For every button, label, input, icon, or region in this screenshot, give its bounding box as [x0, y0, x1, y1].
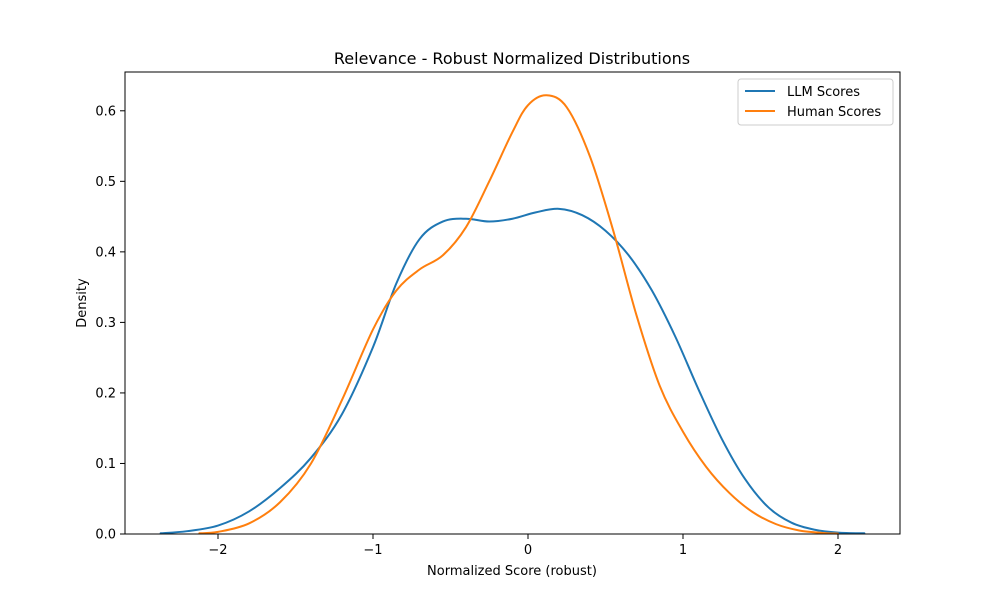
plot-frame — [124, 71, 901, 535]
x-tick-label: 0 — [524, 543, 532, 558]
y-tick-label: 0.6 — [95, 104, 116, 119]
x-axis: −2 −1 0 1 2 — [208, 534, 842, 558]
y-tick-label: 0.4 — [95, 245, 116, 260]
series-line-human-scores — [198, 94, 839, 535]
series-layer — [159, 94, 866, 535]
x-tick-label: 2 — [834, 543, 842, 558]
legend-label-llm-scores: LLM Scores — [787, 85, 860, 100]
plot-area — [124, 71, 901, 535]
series-line-llm-scores — [159, 207, 866, 535]
y-tick-label: 0.3 — [95, 316, 116, 331]
x-axis-label: Normalized Score (robust) — [427, 564, 597, 579]
y-tick-label: 0.1 — [95, 457, 116, 472]
y-axis-label: Density — [75, 278, 90, 328]
x-tick-label: 1 — [679, 543, 687, 558]
legend: LLM Scores Human Scores — [737, 78, 894, 126]
x-tick-label: −2 — [208, 543, 227, 558]
legend-label-human-scores: Human Scores — [787, 105, 881, 120]
y-tick-label: 0.2 — [95, 386, 116, 401]
legend-frame — [737, 78, 894, 126]
y-axis: 0.0 0.1 0.2 0.3 0.4 0.5 0.6 — [95, 104, 125, 543]
y-tick-label: 0.5 — [95, 175, 116, 190]
y-tick-label: 0.0 — [95, 528, 116, 543]
chart-title: Relevance - Robust Normalized Distributi… — [334, 49, 690, 68]
x-tick-label: −1 — [363, 543, 382, 558]
